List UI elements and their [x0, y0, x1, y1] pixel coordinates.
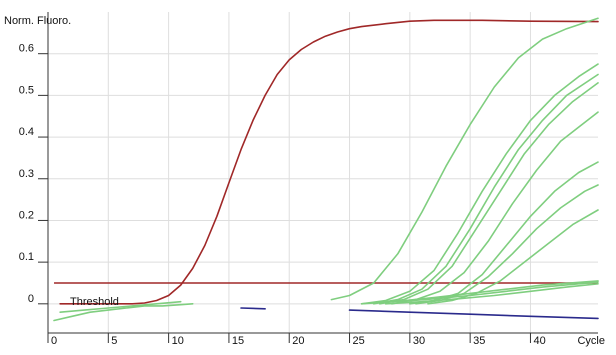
x-tick-label: 35 [473, 335, 485, 347]
series-line-2 [330, 17, 599, 301]
series-line-13 [53, 303, 194, 322]
y-axis-label: Norm. Fluoro. [4, 15, 71, 27]
series-line-5 [378, 82, 599, 305]
x-tick-label: 0 [51, 335, 57, 347]
series-line-4 [372, 73, 599, 305]
grid-layer [47, 12, 598, 333]
x-axis-label: Cycle [577, 335, 605, 347]
threshold-label: Threshold [70, 296, 119, 308]
y-tick-label: 0.2 [19, 209, 34, 221]
series-line-1 [59, 19, 599, 305]
x-tick-label: 25 [353, 335, 365, 347]
series-line-11 [397, 281, 599, 303]
y-tick-label: 0.1 [19, 251, 34, 263]
axis-layer [38, 12, 598, 343]
series-line-12 [360, 280, 599, 305]
x-tick-label: 30 [413, 335, 425, 347]
x-tick-label: 10 [172, 335, 184, 347]
series-line-10 [384, 283, 599, 305]
y-tick-label: 0.3 [19, 168, 34, 180]
series-line-14 [59, 300, 182, 313]
label-layer: Norm. Fluoro. Threshold 0 5 10 15 20 25 30 35 40… [4, 15, 605, 347]
x-tick-label: 40 [533, 335, 545, 347]
y-tick-label: 0.4 [19, 126, 34, 138]
x-tick-label: 20 [292, 335, 304, 347]
y-tick-label: 0.5 [19, 84, 34, 96]
x-tick-label: 5 [111, 335, 117, 347]
x-tick-label: 15 [232, 335, 244, 347]
series-line-3 [360, 63, 599, 305]
series-layer [53, 17, 599, 322]
series-line-6 [391, 111, 599, 305]
series-line-15 [348, 309, 599, 320]
series-line-16 [240, 307, 266, 310]
y-tick-label: 0.6 [19, 43, 34, 55]
y-tick-label: 0 [28, 293, 34, 305]
